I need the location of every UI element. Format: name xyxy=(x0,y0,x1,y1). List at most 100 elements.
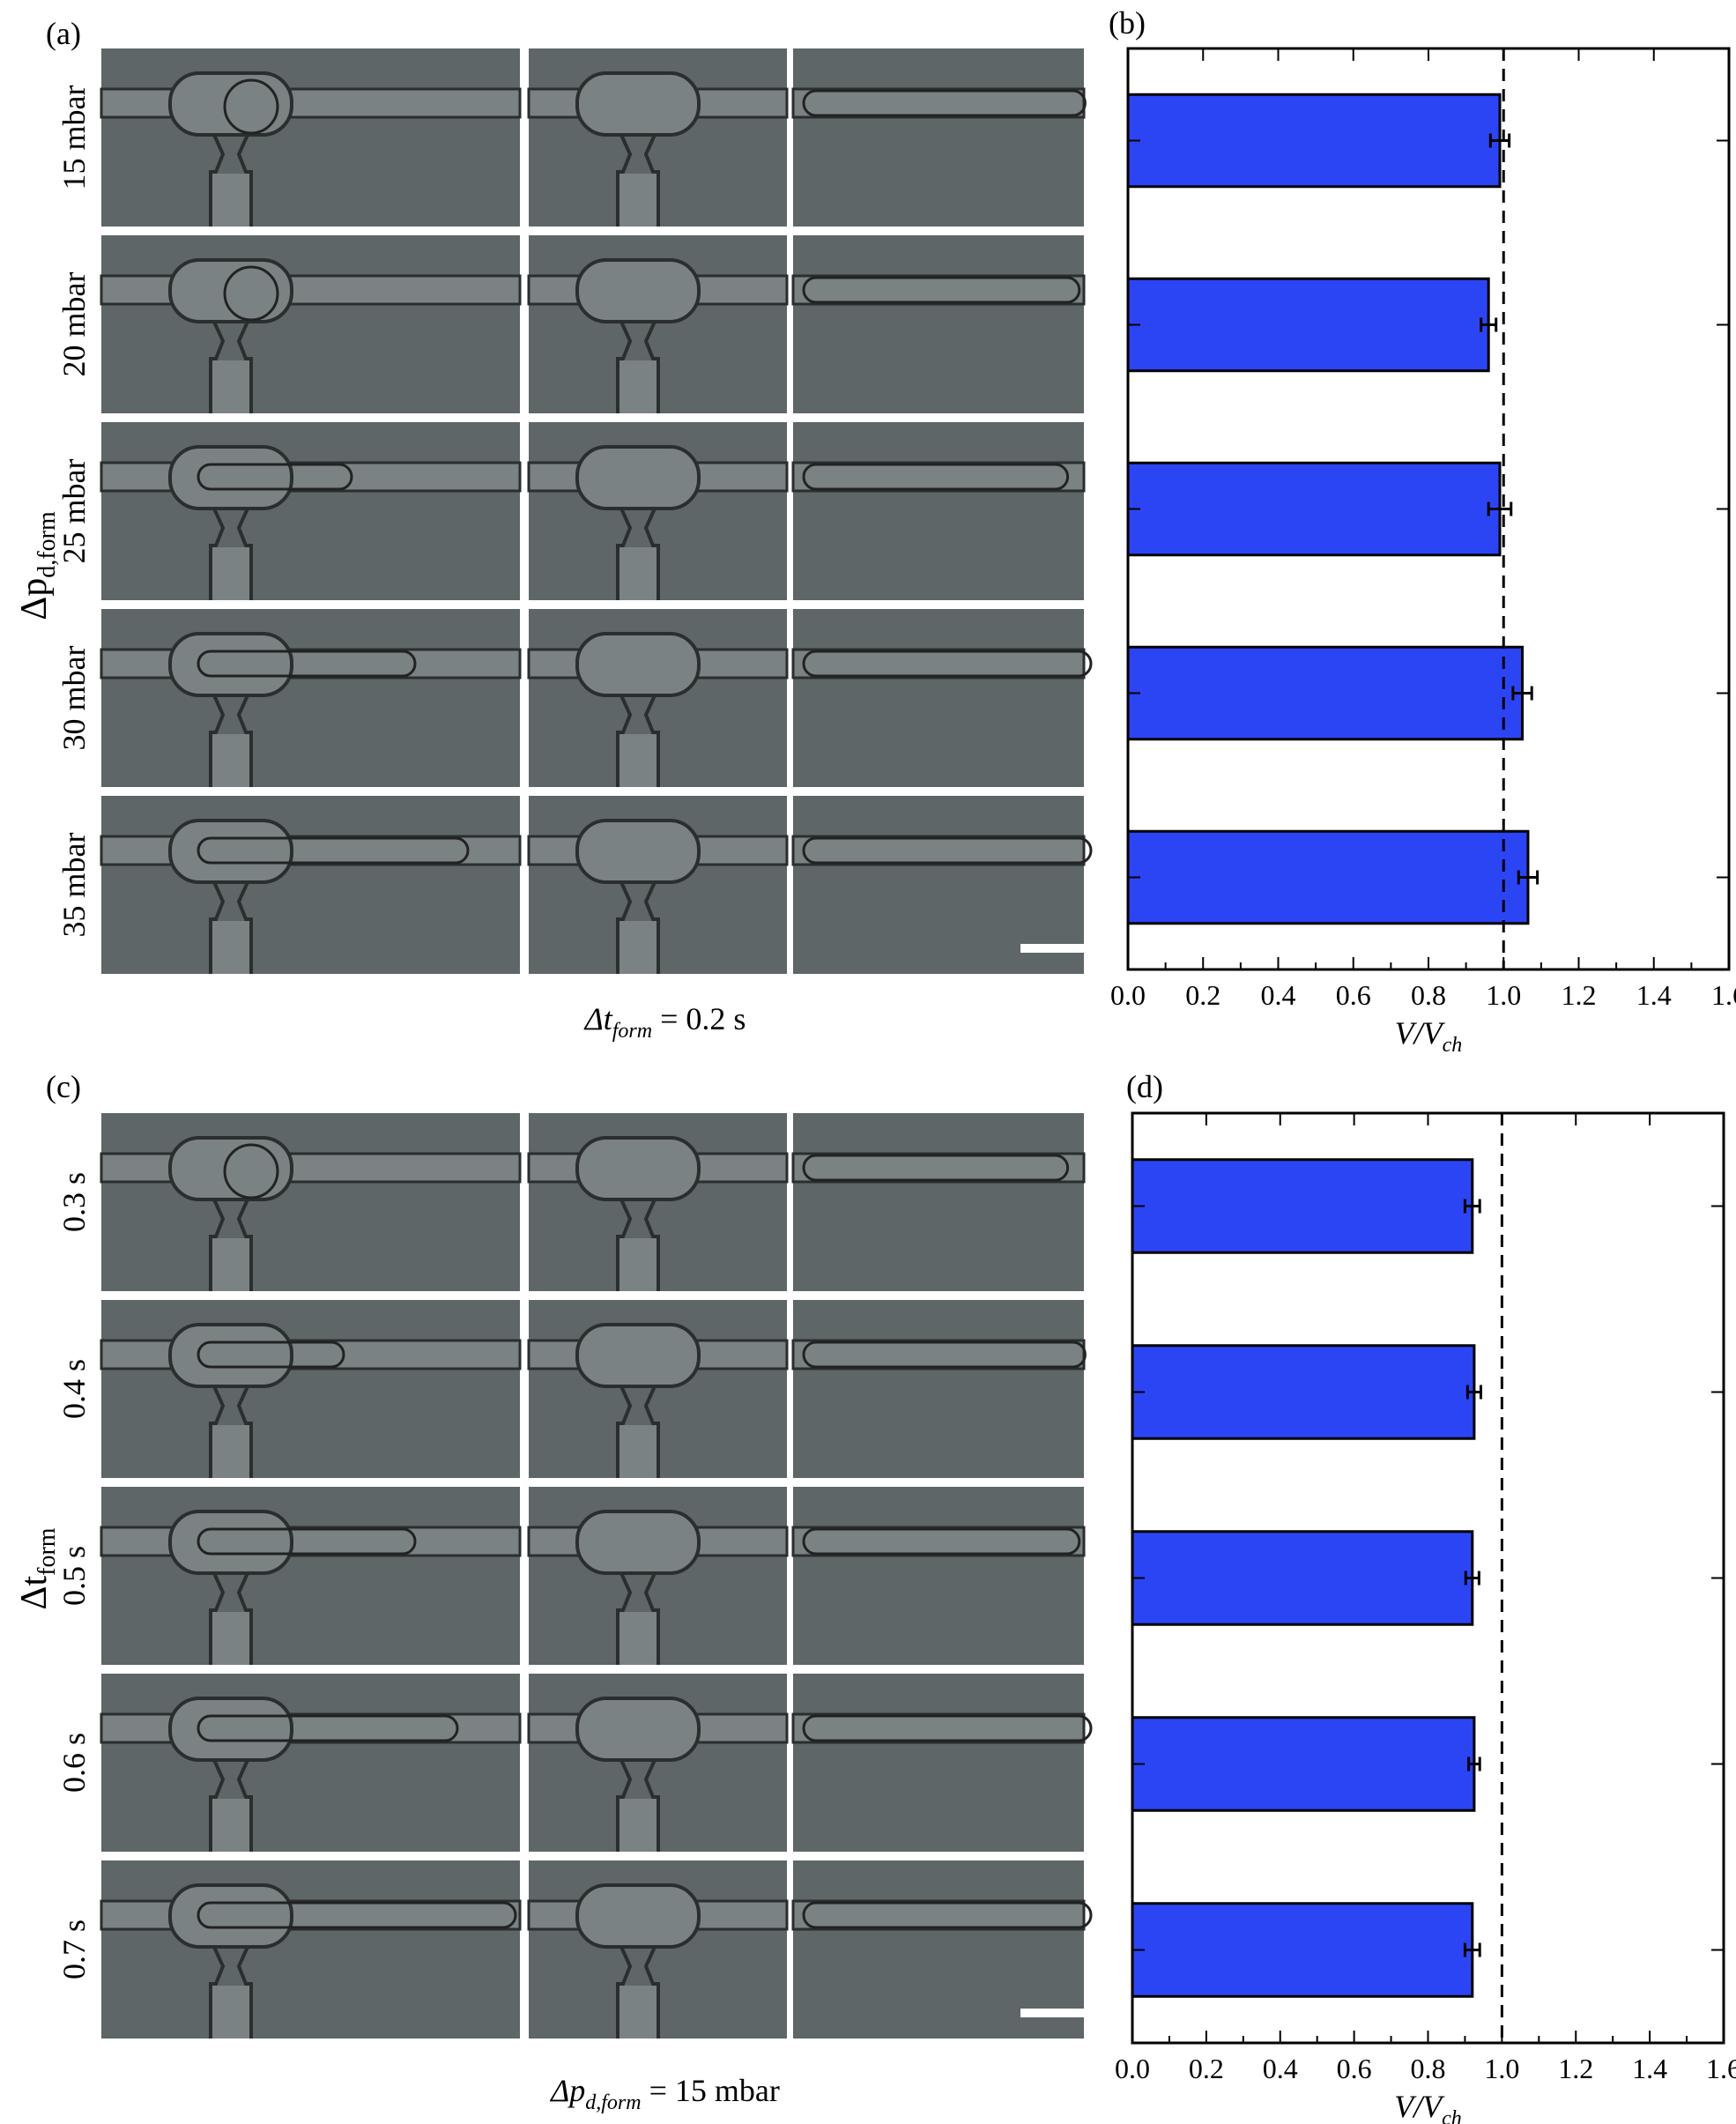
error-bar xyxy=(1480,317,1498,332)
micrograph-image xyxy=(527,1300,789,1478)
micrograph-image xyxy=(100,1300,522,1478)
bar xyxy=(1126,461,1502,557)
micrograph-image xyxy=(100,609,522,787)
micrograph-image xyxy=(527,235,789,413)
x-tick-label: 1.0 xyxy=(1484,2053,1519,2084)
x-tick-label: 0.0 xyxy=(1115,2053,1150,2084)
panel-a-caption: Δtform = 0.2 s xyxy=(583,1001,746,1043)
panel-c-label: (c) xyxy=(46,1069,81,1104)
micrograph-row: 0.6 s xyxy=(56,1674,1093,1852)
error-bar xyxy=(1488,133,1511,148)
micrograph-image xyxy=(100,1487,522,1665)
micrograph-image xyxy=(791,1300,1087,1478)
x-axis-label: V/Vch xyxy=(1394,2089,1462,2124)
x-tick-label: 0.6 xyxy=(1337,2053,1372,2084)
panel-b-label: (b) xyxy=(1109,5,1146,41)
micrograph-image xyxy=(527,609,789,787)
scale-bar xyxy=(1020,944,1087,953)
micrograph-image xyxy=(100,235,522,413)
x-tick-label: 0.4 xyxy=(1263,2053,1298,2084)
micrograph-row: 0.4 s xyxy=(56,1300,1087,1478)
scale-bar xyxy=(1020,2009,1087,2017)
x-tick-label: 1.2 xyxy=(1558,2053,1593,2084)
bar xyxy=(1126,277,1490,373)
row-label: 0.3 s xyxy=(56,1172,92,1232)
panel-a-micrographs: 15 mbar 20 mbar 25 mbar 30 mbar 35 mbar xyxy=(56,48,1093,974)
micrograph-image xyxy=(527,1113,789,1291)
x-tick-label: 1.4 xyxy=(1636,979,1672,1011)
panel-d-label: (d) xyxy=(1126,1069,1163,1104)
row-label: 25 mbar xyxy=(56,459,92,564)
error-bar xyxy=(1467,1756,1481,1771)
row-label: 30 mbar xyxy=(56,646,92,751)
x-tick-label: 0.2 xyxy=(1189,2053,1224,2084)
panel-a-label: (a) xyxy=(46,16,81,51)
row-label: 0.7 s xyxy=(56,1920,92,1979)
x-tick-label: 0.2 xyxy=(1185,979,1220,1011)
x-axis-label: V/Vch xyxy=(1395,1015,1463,1057)
micrograph-image xyxy=(527,796,789,974)
micrograph-row: 25 mbar xyxy=(56,422,1086,600)
bar xyxy=(1131,1716,1476,1812)
micrograph-image xyxy=(791,609,1093,787)
micrograph-image xyxy=(791,1674,1093,1852)
x-tick-label: 1.0 xyxy=(1486,979,1521,1011)
micrograph-row: 20 mbar xyxy=(56,235,1086,413)
micrograph-image xyxy=(791,422,1086,600)
micrograph-image xyxy=(791,235,1086,413)
micrograph-row: 15 mbar xyxy=(56,48,1087,227)
micrograph-image xyxy=(100,1113,522,1291)
micrograph-image xyxy=(791,48,1087,227)
x-tick-label: 0.8 xyxy=(1411,979,1446,1011)
panel-c-caption: Δpd,form = 15 mbar xyxy=(549,2073,780,2114)
error-bar xyxy=(1464,1571,1480,1586)
error-bar xyxy=(1487,501,1513,516)
bar xyxy=(1131,1902,1474,1998)
micrograph-image xyxy=(100,1860,522,2039)
x-tick-label: 1.2 xyxy=(1562,979,1597,1011)
micrograph-row: 35 mbar xyxy=(56,796,1093,974)
row-label: 15 mbar xyxy=(56,85,92,190)
micrograph-image xyxy=(791,1113,1086,1291)
x-tick-label: 0.0 xyxy=(1110,979,1146,1011)
error-bar xyxy=(1465,1385,1482,1400)
panel-a-row-axis-label: Δpd,form xyxy=(14,511,61,620)
error-bar xyxy=(1463,1942,1481,1957)
micrograph-image xyxy=(100,1674,522,1852)
error-bar xyxy=(1463,1199,1481,1214)
chart-b: 0.0 0.2 0.4 0.6 0.8 1.0 1.2 1.4 1.6 V/Vch xyxy=(1110,47,1736,1057)
x-tick-label: 0.8 xyxy=(1411,2053,1446,2084)
chart-d: 0.0 0.2 0.4 0.6 0.8 1.0 1.2 1.4 1.6 V/Vch xyxy=(1115,1111,1736,2124)
micrograph-image xyxy=(527,1860,789,2039)
micrograph-image xyxy=(100,422,522,600)
row-label: 20 mbar xyxy=(56,272,92,377)
micrograph-row: 30 mbar xyxy=(56,609,1093,787)
bar xyxy=(1131,1344,1476,1440)
micrograph-image xyxy=(527,1487,789,1665)
x-tick-label: 0.6 xyxy=(1336,979,1371,1011)
panel-c-micrographs: 0.3 s 0.4 s 0.5 s 0.6 s 0.7 s xyxy=(56,1113,1093,2039)
micrograph-image xyxy=(791,1860,1093,2039)
micrograph-image xyxy=(791,1487,1086,1665)
micrograph-image xyxy=(527,48,789,227)
bar xyxy=(1131,1158,1474,1254)
panel-c-row-axis-label: Δtform xyxy=(14,1527,61,1609)
micrograph-row: 0.5 s xyxy=(56,1487,1086,1665)
bar xyxy=(1131,1530,1474,1626)
row-label: 0.6 s xyxy=(56,1733,92,1793)
bar xyxy=(1126,829,1530,925)
error-bar xyxy=(1517,870,1539,885)
micrograph-image xyxy=(527,422,789,600)
micrograph-row: 0.7 s xyxy=(56,1860,1093,2039)
bar xyxy=(1126,645,1525,741)
error-bar xyxy=(1511,686,1533,701)
x-tick-label: 1.6 xyxy=(1706,2053,1736,2084)
micrograph-image xyxy=(100,796,522,974)
micrograph-row: 0.3 s xyxy=(56,1113,1086,1291)
bar xyxy=(1126,93,1502,189)
x-tick-label: 1.4 xyxy=(1632,2053,1667,2084)
row-label: 0.5 s xyxy=(56,1546,92,1606)
row-label: 35 mbar xyxy=(56,833,92,938)
micrograph-image xyxy=(527,1674,789,1852)
